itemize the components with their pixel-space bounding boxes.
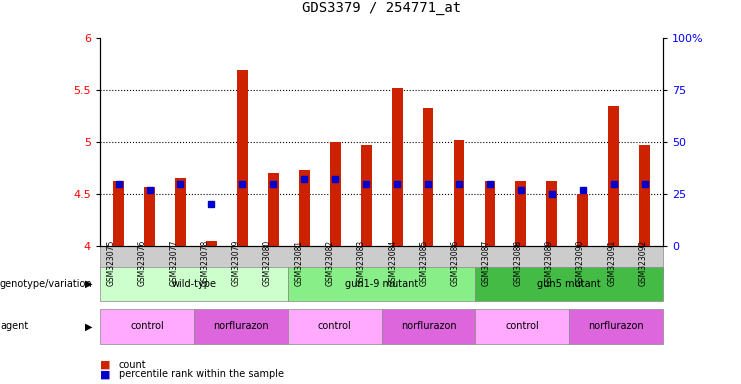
Text: control: control (318, 321, 351, 331)
Text: GSM323092: GSM323092 (639, 240, 648, 286)
Text: GSM323078: GSM323078 (201, 240, 210, 286)
Text: GSM323083: GSM323083 (357, 240, 366, 286)
Text: GSM323088: GSM323088 (514, 240, 522, 286)
Text: percentile rank within the sample: percentile rank within the sample (119, 369, 284, 379)
Text: gun5 mutant: gun5 mutant (537, 279, 601, 289)
Bar (175, 178, 186, 246)
Text: GSM323081: GSM323081 (294, 240, 303, 286)
Bar (546, 182, 557, 246)
Text: GSM323076: GSM323076 (138, 240, 147, 286)
Text: ■: ■ (100, 369, 110, 379)
Bar (268, 173, 279, 246)
Text: GDS3379 / 254771_at: GDS3379 / 254771_at (302, 2, 461, 15)
Text: count: count (119, 360, 146, 370)
Bar (299, 170, 310, 246)
Bar (237, 70, 247, 246)
Text: GSM323087: GSM323087 (482, 240, 491, 286)
Text: gun1-9 mutant: gun1-9 mutant (345, 279, 418, 289)
Text: GSM323082: GSM323082 (326, 240, 335, 286)
Text: GSM323075: GSM323075 (107, 240, 116, 286)
Bar (113, 182, 124, 246)
Bar (485, 182, 495, 246)
Text: GSM323086: GSM323086 (451, 240, 460, 286)
Text: norflurazon: norflurazon (401, 321, 456, 331)
Text: ■: ■ (100, 360, 110, 370)
Text: ▶: ▶ (85, 321, 93, 331)
Text: genotype/variation: genotype/variation (0, 279, 93, 289)
Bar (516, 182, 526, 246)
Text: GSM323077: GSM323077 (169, 240, 179, 286)
Bar (453, 140, 465, 246)
Text: GSM323091: GSM323091 (608, 240, 617, 286)
Text: agent: agent (0, 321, 28, 331)
Bar (422, 108, 433, 246)
Bar (392, 88, 402, 246)
Text: wild-type: wild-type (171, 279, 216, 289)
Bar (639, 145, 650, 246)
Text: GSM323090: GSM323090 (576, 240, 585, 286)
Bar (206, 240, 217, 246)
Bar (577, 194, 588, 246)
Text: ▶: ▶ (85, 279, 93, 289)
Text: norflurazon: norflurazon (213, 321, 269, 331)
Text: GSM323080: GSM323080 (263, 240, 272, 286)
Text: control: control (505, 321, 539, 331)
Text: control: control (130, 321, 164, 331)
Text: GSM323084: GSM323084 (388, 240, 397, 286)
Bar (361, 145, 371, 246)
Text: GSM323079: GSM323079 (232, 240, 241, 286)
Bar (608, 106, 619, 246)
Text: GSM323089: GSM323089 (545, 240, 554, 286)
Bar (144, 187, 155, 246)
Text: norflurazon: norflurazon (588, 321, 644, 331)
Text: GSM323085: GSM323085 (419, 240, 428, 286)
Bar (330, 142, 341, 246)
